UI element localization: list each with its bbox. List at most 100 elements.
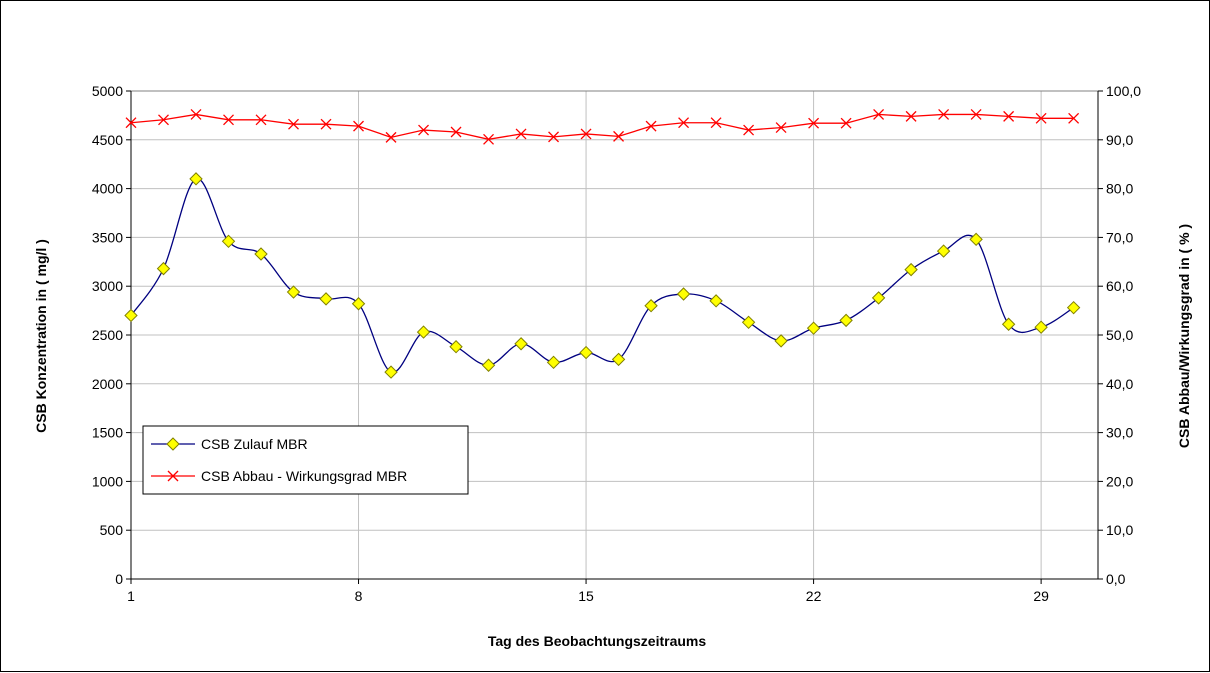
x-marker-stroke (580, 128, 592, 140)
x-marker-stroke (548, 131, 560, 143)
x-marker-stroke (775, 122, 787, 134)
data-point-csb-zulauf-mbr (611, 352, 626, 367)
data-point-csb-abbau-wirkungsgrad-mbr (385, 131, 397, 143)
data-point-csb-abbau-wirkungsgrad-mbr (223, 114, 234, 126)
data-point-csb-zulauf-mbr (774, 334, 788, 348)
y2-tick-label: 70,0 (1106, 229, 1133, 245)
data-point-csb-abbau-wirkungsgrad-mbr (353, 120, 364, 132)
data-point-csb-abbau-wirkungsgrad-mbr (1068, 112, 1080, 124)
data-point-csb-zulauf-mbr (644, 299, 658, 313)
y2-tick-label: 20,0 (1106, 473, 1133, 489)
legend-marker-csb-abbau-wirkungsgrad-mbr (167, 470, 179, 482)
data-point-csb-zulauf-mbr (839, 313, 853, 328)
data-point-csb-zulauf-mbr (481, 358, 496, 372)
data-point-csb-zulauf-mbr (546, 355, 561, 370)
data-point-csb-abbau-wirkungsgrad-mbr (808, 117, 820, 129)
data-point-csb-abbau-wirkungsgrad-mbr (515, 128, 527, 140)
x-marker-stroke (353, 120, 364, 132)
x-tick-label: 15 (578, 588, 594, 604)
x-marker-stroke (1068, 112, 1080, 124)
data-point-csb-abbau-wirkungsgrad-mbr (483, 133, 495, 145)
data-point-csb-abbau-wirkungsgrad-mbr (580, 128, 592, 140)
data-point-csb-zulauf-mbr (189, 172, 203, 186)
data-point-csb-zulauf-mbr (871, 291, 886, 305)
x-marker-stroke (678, 117, 690, 129)
data-point-csb-zulauf-mbr (904, 262, 918, 277)
data-point-csb-zulauf-mbr (384, 365, 398, 379)
data-point-csb-zulauf-mbr (351, 297, 366, 311)
x-marker-stroke (645, 120, 657, 132)
y-tick-label: 4500 (92, 132, 123, 148)
legend-label-csb-zulauf-mbr: CSB Zulauf MBR (201, 436, 308, 452)
x-marker-stroke (743, 124, 755, 136)
y2-tick-label: 60,0 (1106, 278, 1133, 294)
legend-label-csb-abbau-wirkungsgrad-mbr: CSB Abbau - Wirkungsgrad MBR (201, 468, 407, 484)
y2-tick-label: 40,0 (1106, 376, 1133, 392)
data-point-csb-zulauf-mbr (1001, 317, 1016, 331)
data-point-csb-zulauf-mbr (709, 294, 723, 308)
data-point-csb-abbau-wirkungsgrad-mbr (938, 108, 950, 120)
data-point-csb-zulauf-mbr (1066, 300, 1081, 315)
data-point-csb-abbau-wirkungsgrad-mbr (970, 108, 982, 120)
data-point-csb-zulauf-mbr (286, 285, 301, 299)
data-point-csb-zulauf-mbr (741, 315, 756, 330)
data-point-csb-abbau-wirkungsgrad-mbr (320, 118, 332, 130)
data-point-csb-abbau-wirkungsgrad-mbr (255, 114, 267, 126)
x-axis-title: Tag des Beobachtungszeitraums (488, 633, 707, 649)
data-point-csb-abbau-wirkungsgrad-mbr (645, 120, 657, 132)
ticks: 0 500 1000 1500 2000 2500 3000 3500 4000 4500 5000… (92, 83, 1141, 604)
data-point-csb-abbau-wirkungsgrad-mbr (548, 131, 560, 143)
y2-tick-label: 30,0 (1106, 425, 1133, 441)
y-tick-label: 1000 (92, 473, 123, 489)
data-point-csb-zulauf-mbr (676, 287, 691, 301)
x-marker-stroke (938, 108, 950, 120)
data-point-csb-abbau-wirkungsgrad-mbr (873, 108, 885, 120)
x-marker-stroke (905, 110, 917, 122)
x-marker-stroke (808, 117, 820, 129)
y2-tick-label: 0,0 (1106, 571, 1126, 587)
series-line-csb-abbau-wirkungsgrad-mbr (130, 113, 1074, 140)
x-tick-label: 1 (127, 588, 135, 604)
data-point-csb-abbau-wirkungsgrad-mbr (1003, 110, 1015, 122)
x-marker-stroke (450, 126, 462, 138)
y-tick-label: 3000 (92, 278, 123, 294)
data-point-csb-abbau-wirkungsgrad-mbr (158, 114, 169, 126)
y2-axis-title: CSB Abbau/Wirkungsgrad in ( % ) (1176, 224, 1192, 448)
data-point-csb-zulauf-mbr (221, 234, 236, 249)
data-point-csb-zulauf-mbr (579, 345, 593, 360)
data-point-csb-abbau-wirkungsgrad-mbr (678, 117, 690, 129)
x-marker-stroke (158, 114, 169, 126)
data-point-csb-abbau-wirkungsgrad-mbr (840, 117, 852, 129)
x-marker-stroke (873, 108, 885, 120)
x-marker-stroke (125, 117, 137, 129)
x-marker-stroke (385, 131, 397, 143)
x-tick-label: 22 (806, 588, 822, 604)
y-tick-label: 5000 (92, 83, 123, 99)
y-tick-label: 500 (100, 522, 124, 538)
y2-tick-label: 90,0 (1106, 132, 1133, 148)
y-axis-title: CSB Konzentration in ( mg/l ) (33, 239, 49, 433)
y-tick-label: 2000 (92, 376, 123, 392)
data-point-csb-abbau-wirkungsgrad-mbr (125, 117, 137, 129)
data-point-csb-zulauf-mbr (319, 292, 333, 306)
data-point-csb-zulauf-mbr (416, 325, 431, 339)
x-marker-stroke (483, 133, 495, 145)
x-marker-stroke (1035, 112, 1047, 124)
y2-tick-label: 10,0 (1106, 522, 1133, 538)
y2-tick-label: 80,0 (1106, 181, 1133, 197)
x-marker-stroke (320, 118, 332, 130)
y-tick-label: 0 (115, 571, 123, 587)
data-point-csb-zulauf-mbr (936, 244, 951, 258)
x-marker-stroke (515, 128, 527, 140)
x-marker-stroke (167, 470, 179, 482)
y2-tick-label: 50,0 (1106, 327, 1133, 343)
y-tick-label: 4000 (92, 181, 123, 197)
x-marker-stroke (255, 114, 267, 126)
data-point-csb-abbau-wirkungsgrad-mbr (743, 124, 755, 136)
data-point-csb-abbau-wirkungsgrad-mbr (288, 118, 299, 130)
data-point-csb-abbau-wirkungsgrad-mbr (613, 130, 625, 142)
x-tick-label: 29 (1033, 588, 1049, 604)
x-marker-stroke (613, 130, 625, 142)
